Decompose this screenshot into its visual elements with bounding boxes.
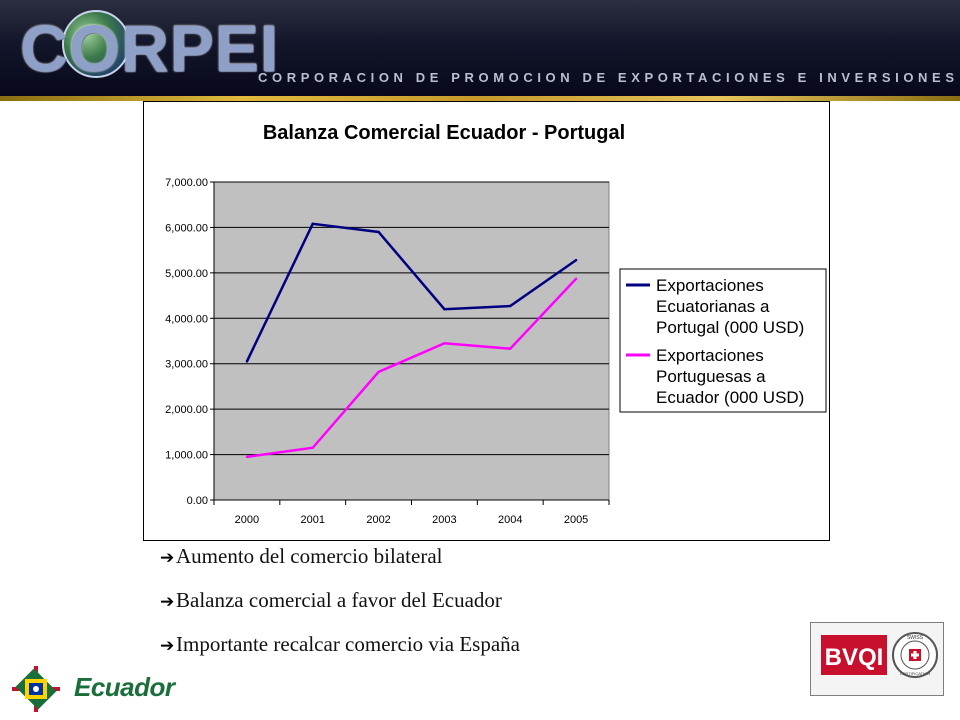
series-line-2 [246,277,577,459]
data-point [311,222,314,225]
legend-label: Exportaciones [656,276,764,295]
bvqi-certification-badge: BVQI SWISS CERTIFICATION [810,622,944,696]
bullet-item: ➔Importante recalcar comercio via España [160,626,760,670]
bullet-item: ➔Aumento del comercio bilateral [160,538,760,582]
x-tick-label: 2003 [432,514,456,526]
bullet-text: Balanza comercial a favor del Ecuador [176,588,502,612]
legend-label: Portugal (000 USD) [656,318,804,337]
data-point [245,455,249,459]
bullet-list: ➔Aumento del comercio bilateral ➔Balanza… [160,538,760,670]
header-divider [0,96,960,101]
data-point [311,446,314,449]
x-tick-label: 2001 [301,514,325,526]
seal-text-bottom: CERTIFICATION [900,671,930,676]
corpei-logo: CORPEI [20,11,280,85]
plot-background [213,181,610,501]
y-tick-label: 5,000.00 [165,268,208,280]
chart-legend: Exportaciones Ecuatorianas a Portugal (000… [619,268,827,413]
data-point [377,230,380,234]
bvqi-logo-icon: BVQI SWISS CERTIFICATION [821,632,938,678]
data-point [509,347,512,350]
legend-box [619,268,827,413]
data-point [574,277,578,280]
bullet-item: ➔Balanza comercial a favor del Ecuador [160,582,760,626]
legend-label: Exportaciones [656,346,764,365]
series-line-1 [245,222,577,362]
line-chart: Balanza Comercial Ecuador - Portugal 0.0… [165,122,827,526]
ecuador-emblem-icon [12,666,60,712]
data-point [443,342,446,345]
data-point [574,258,578,262]
chart-title: Balanza Comercial Ecuador - Portugal [263,122,625,144]
x-tick-label: 2002 [366,514,390,526]
chart-container: Balanza Comercial Ecuador - Portugal 0.0… [143,101,830,541]
arrow-right-icon: ➔ [160,592,175,611]
y-tick-label: 2,000.00 [165,404,208,416]
legend-label: Portuguesas a [656,367,766,386]
data-point [443,308,446,311]
legend-label: Ecuatorianas a [656,297,770,316]
bullet-text: Aumento del comercio bilateral [176,544,443,568]
header-banner: CORPEI CORPORACION DE PROMOCION DE EXPOR… [0,0,960,96]
globe-icon [62,10,130,78]
y-tick-label: 1,000.00 [165,450,208,462]
data-point [245,360,249,363]
y-tick-label: 7,000.00 [165,177,208,189]
y-tick-label: 3,000.00 [165,359,208,371]
plot-area: 0.00 1,000.00 2,000.00 3,000.00 4,000.00 5,00… [165,177,610,526]
ecuador-logo: Ecuador [8,664,178,714]
arrow-right-icon: ➔ [160,636,175,655]
x-tick-label: 2004 [498,514,522,526]
x-tick-label: 2000 [235,514,259,526]
bvqi-label: BVQI [825,644,884,671]
seal-text-top: SWISS [907,635,924,641]
y-tick-label: 0.00 [187,495,208,507]
y-tick-label: 6,000.00 [165,222,208,234]
ecuador-wordmark: Ecuador [74,672,175,702]
data-point [377,370,380,374]
arrow-right-icon: ➔ [160,548,175,567]
x-tick-label: 2005 [564,514,588,526]
header-tagline: CORPORACION DE PROMOCION DE EXPORTACIONE… [258,70,959,85]
legend-label: Ecuador (000 USD) [656,388,804,407]
bullet-text: Importante recalcar comercio via España [176,632,520,656]
y-tick-label: 4,000.00 [165,313,208,325]
data-point [509,304,512,308]
